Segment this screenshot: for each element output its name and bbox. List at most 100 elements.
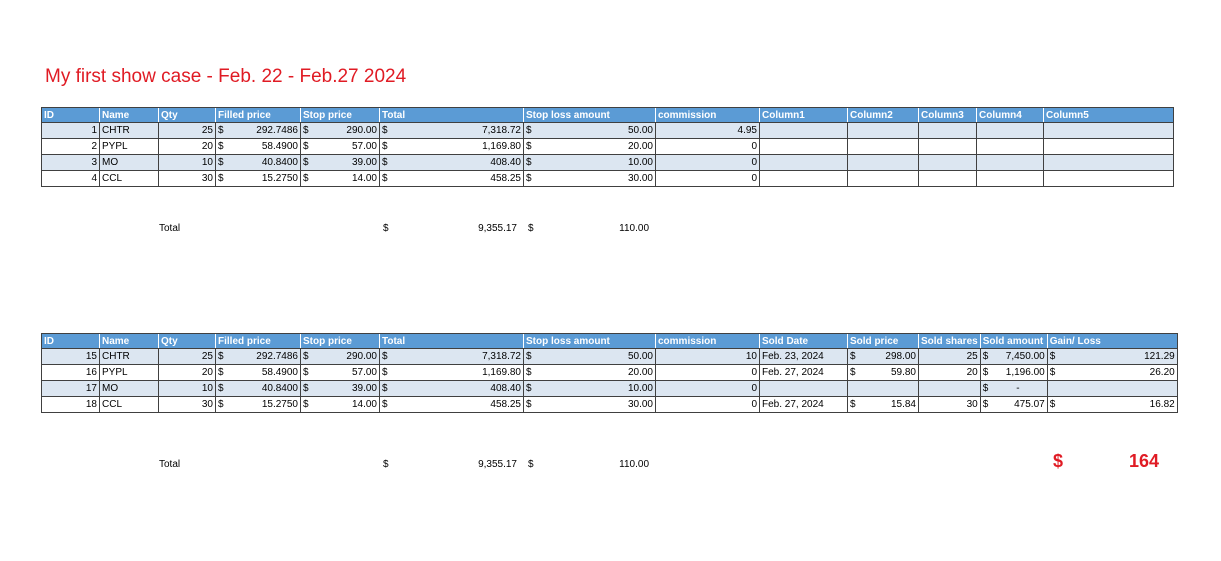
cell-total[interactable]: $458.25 [379, 396, 524, 413]
cell-stop-price[interactable]: $290.00 [300, 122, 380, 139]
header-qty[interactable]: Qty [158, 333, 216, 349]
cell-name[interactable]: PYPL [99, 138, 159, 155]
cell-stop-loss-amount[interactable]: $50.00 [523, 122, 656, 139]
cell-stop-loss-amount[interactable]: $10.00 [523, 154, 656, 171]
cell-name[interactable]: PYPL [99, 364, 159, 381]
cell-column2[interactable] [847, 122, 919, 139]
header-id[interactable]: ID [41, 107, 100, 123]
cell-stop-loss-amount[interactable]: $30.00 [523, 396, 656, 413]
cell-total[interactable]: $1,169.80 [379, 364, 524, 381]
cell-stop-price[interactable]: $57.00 [300, 364, 380, 381]
cell-gain-loss[interactable]: $26.20 [1046, 364, 1178, 381]
cell-stop-price[interactable]: $39.00 [300, 154, 380, 171]
cell-sold-date[interactable]: Feb. 27, 2024 [759, 364, 848, 381]
cell-qty[interactable]: 30 [158, 170, 216, 187]
header-filled-price[interactable]: Filled price [215, 333, 301, 349]
cell-commission[interactable]: 0 [655, 396, 760, 413]
header-qty[interactable]: Qty [158, 107, 216, 123]
cell-column4[interactable] [976, 170, 1044, 187]
header-column4[interactable]: Column4 [976, 107, 1044, 123]
cell-column1[interactable] [759, 154, 848, 171]
cell-commission[interactable]: 10 [655, 348, 760, 365]
cell-column3[interactable] [918, 170, 977, 187]
cell-stop-loss-amount[interactable]: $20.00 [523, 364, 656, 381]
cell-id[interactable]: 18 [41, 396, 100, 413]
header-id[interactable]: ID [41, 333, 100, 349]
header-sold-date[interactable]: Sold Date [759, 333, 848, 349]
cell-name[interactable]: CHTR [99, 122, 159, 139]
cell-column4[interactable] [976, 154, 1044, 171]
header-filled-price[interactable]: Filled price [215, 107, 301, 123]
cell-qty[interactable]: 25 [158, 348, 216, 365]
cell-filled-price[interactable]: $15.2750 [215, 170, 301, 187]
cell-sold-price[interactable]: $298.00 [847, 348, 919, 365]
cell-column5[interactable] [1043, 170, 1174, 187]
cell-sold-shares[interactable]: 30 [918, 396, 981, 413]
cell-sold-price[interactable]: $15.84 [847, 396, 919, 413]
cell-column5[interactable] [1043, 138, 1174, 155]
cell-sold-price[interactable]: $59.80 [847, 364, 919, 381]
cell-id[interactable]: 3 [41, 154, 100, 171]
header-column3[interactable]: Column3 [918, 107, 977, 123]
cell-stop-loss-amount[interactable]: $20.00 [523, 138, 656, 155]
header-total[interactable]: Total [379, 107, 524, 123]
cell-sold-amount[interactable]: $ - [979, 380, 1048, 397]
header-name[interactable]: Name [99, 107, 159, 123]
header-stop-loss-amount[interactable]: Stop loss amount [523, 333, 656, 349]
cell-qty[interactable]: 25 [158, 122, 216, 139]
cell-sold-date[interactable]: Feb. 27, 2024 [759, 396, 848, 413]
cell-id[interactable]: 4 [41, 170, 100, 187]
cell-sold-shares[interactable]: 25 [918, 348, 981, 365]
cell-column5[interactable] [1043, 122, 1174, 139]
cell-name[interactable]: MO [99, 380, 159, 397]
cell-qty[interactable]: 20 [158, 138, 216, 155]
header-gain-loss[interactable]: Gain/ Loss [1046, 333, 1178, 349]
cell-column3[interactable] [918, 122, 977, 139]
cell-stop-price[interactable]: $57.00 [300, 138, 380, 155]
cell-sold-price[interactable] [847, 380, 919, 397]
cell-column1[interactable] [759, 170, 848, 187]
cell-id[interactable]: 15 [41, 348, 100, 365]
cell-stop-loss-amount[interactable]: $50.00 [523, 348, 656, 365]
cell-qty[interactable]: 20 [158, 364, 216, 381]
cell-column1[interactable] [759, 122, 848, 139]
cell-name[interactable]: MO [99, 154, 159, 171]
cell-name[interactable]: CHTR [99, 348, 159, 365]
cell-filled-price[interactable]: $15.2750 [215, 396, 301, 413]
cell-id[interactable]: 1 [41, 122, 100, 139]
cell-sold-date[interactable] [759, 380, 848, 397]
header-column5[interactable]: Column5 [1043, 107, 1174, 123]
cell-total[interactable]: $408.40 [379, 380, 524, 397]
cell-column1[interactable] [759, 138, 848, 155]
cell-sold-shares[interactable]: 20 [918, 364, 981, 381]
cell-sold-amount[interactable]: $7,450.00 [979, 348, 1048, 365]
cell-filled-price[interactable]: $58.4900 [215, 138, 301, 155]
header-commission[interactable]: commission [655, 107, 760, 123]
cell-column2[interactable] [847, 138, 919, 155]
cell-qty[interactable]: 10 [158, 380, 216, 397]
cell-filled-price[interactable]: $292.7486 [215, 348, 301, 365]
cell-commission[interactable]: 0 [655, 138, 760, 155]
cell-column3[interactable] [918, 154, 977, 171]
cell-total[interactable]: $7,318.72 [379, 348, 524, 365]
cell-stop-price[interactable]: $39.00 [300, 380, 380, 397]
header-sold-shares[interactable]: Sold shares [918, 333, 981, 349]
header-sold-amount[interactable]: Sold amount [979, 333, 1048, 349]
cell-column3[interactable] [918, 138, 977, 155]
header-stop-price[interactable]: Stop price [300, 107, 380, 123]
cell-id[interactable]: 16 [41, 364, 100, 381]
cell-qty[interactable]: 30 [158, 396, 216, 413]
cell-stop-price[interactable]: $14.00 [300, 170, 380, 187]
header-stop-loss-amount[interactable]: Stop loss amount [523, 107, 656, 123]
header-column1[interactable]: Column1 [759, 107, 848, 123]
cell-commission[interactable]: 0 [655, 154, 760, 171]
cell-gain-loss[interactable]: $121.29 [1046, 348, 1178, 365]
cell-stop-price[interactable]: $290.00 [300, 348, 380, 365]
cell-sold-shares[interactable] [918, 380, 981, 397]
cell-gain-loss[interactable]: $16.82 [1046, 396, 1178, 413]
cell-sold-amount[interactable]: $1,196.00 [979, 364, 1048, 381]
cell-name[interactable]: CCL [99, 396, 159, 413]
header-name[interactable]: Name [99, 333, 159, 349]
cell-sold-amount[interactable]: $475.07 [979, 396, 1048, 413]
cell-commission[interactable]: 0 [655, 380, 760, 397]
